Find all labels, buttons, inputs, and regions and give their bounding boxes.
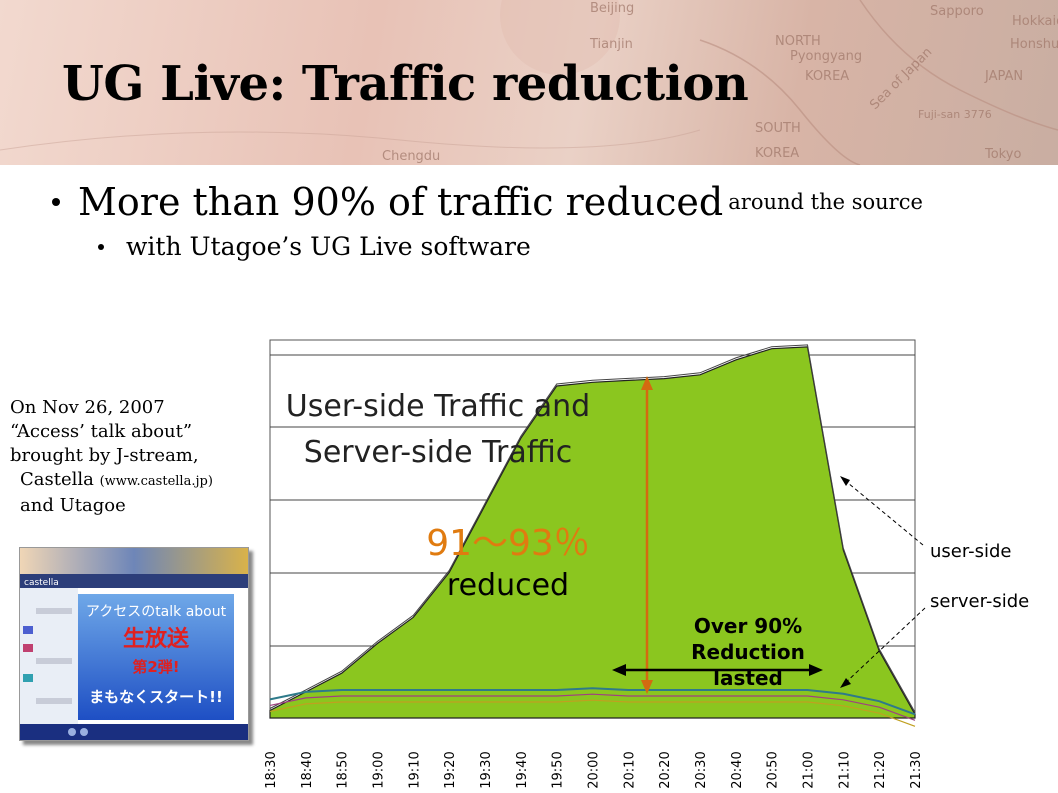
- note-castella: Castella: [20, 469, 94, 490]
- lasted-arrow-head-right: [809, 664, 823, 676]
- x-tick-label: 21:00: [802, 751, 817, 788]
- chart-title-line1: User-side Traffic and: [286, 389, 590, 424]
- thumbnail-image: castella アクセスのtalk about 生放送 第2弾! まもなくスタ…: [20, 548, 248, 740]
- map-label: Beijing: [590, 1, 634, 16]
- map-label: NORTH: [775, 34, 821, 49]
- map-label: SOUTH: [755, 121, 801, 136]
- x-tick-label: 20:30: [694, 751, 709, 788]
- map-label: Pyongyang: [790, 49, 862, 64]
- server-side-label: server-side: [930, 591, 1029, 612]
- slide-title: UG Live: Traffic reduction: [62, 56, 749, 112]
- bullet-main-text: More than 90% of traffic reduced: [78, 180, 724, 224]
- note-line: On Nov 26, 2007: [10, 397, 165, 418]
- x-tick-label: 21:30: [909, 751, 924, 788]
- user-side-label: user-side: [930, 541, 1011, 562]
- server-side-pointer: [841, 607, 926, 687]
- map-label: Sapporo: [930, 4, 984, 19]
- map-label: JAPAN: [984, 69, 1023, 84]
- x-tick-label: 20:10: [622, 751, 637, 788]
- thumb-text-1: アクセスのtalk about: [86, 604, 227, 620]
- map-label: KOREA: [755, 146, 799, 161]
- reduction-arrow-head-top: [641, 376, 653, 390]
- thumb-logo: castella: [24, 578, 59, 588]
- stream-thumbnail: castella アクセスのtalk about 生放送 第2弾! まもなくスタ…: [19, 547, 249, 741]
- note-line: “Access’ talk about”: [10, 421, 193, 442]
- server-side-line-tertiary: [269, 699, 916, 727]
- lasted-line-2: Reduction: [691, 640, 805, 664]
- thumb-text-2: 生放送: [123, 626, 189, 652]
- title-banner: Beijing Tianjin NORTH Pyongyang KOREA SO…: [0, 0, 1058, 165]
- x-tick-label: 19:30: [479, 751, 494, 788]
- thumb-text-3: 第2弾!: [132, 658, 179, 676]
- x-tick-label: 19:20: [443, 751, 458, 788]
- user-side-pointer: [841, 477, 924, 546]
- lasted-arrow-head-left: [612, 664, 626, 676]
- side-note: On Nov 26, 2007 “Access’ talk about” bro…: [10, 396, 213, 518]
- map-label: Tokyo: [984, 147, 1021, 162]
- map-label: Chengdu: [382, 149, 440, 164]
- reduction-label: reduced: [447, 568, 569, 603]
- note-line: Castella (www.castella.jp): [10, 468, 213, 494]
- x-tick-label: 20:50: [766, 751, 781, 788]
- x-tick-label: 18:50: [336, 751, 351, 788]
- note-line: and Utagoe: [20, 495, 126, 516]
- x-tick-label: 21:10: [837, 751, 852, 788]
- user-side-outline: [269, 344, 916, 713]
- server-side-line: [269, 687, 916, 716]
- bullet-sub-text: with Utagoe’s UG Live software: [126, 232, 531, 261]
- map-label: Hokkaido: [1012, 14, 1058, 29]
- x-tick-label: 19:40: [515, 751, 530, 788]
- map-label: KOREA: [805, 69, 849, 84]
- x-axis-ticks: 18:30 18:40 18:50 19:00 19:10 19:20 19:30 19:40…: [264, 751, 924, 788]
- x-tick-label: 20:20: [658, 751, 673, 788]
- x-tick-label: 20:00: [587, 751, 602, 788]
- map-label: Tianjin: [589, 37, 633, 52]
- reduction-arrow-head-bottom: [641, 680, 653, 694]
- x-tick-label: 18:30: [264, 751, 279, 788]
- x-tick-label: 19:00: [372, 751, 387, 788]
- lasted-line-1: Over 90%: [694, 614, 802, 638]
- reduction-percent: 91～93％: [426, 523, 590, 564]
- bullet-dot-icon: [98, 243, 104, 250]
- chart-title-line2: Server-side Traffic: [304, 435, 572, 470]
- note-url: (www.castella.jp): [99, 474, 213, 489]
- bullet-dot-icon: [52, 198, 60, 206]
- thumb-text-4: まもなくスタート!!: [89, 688, 223, 706]
- x-tick-label: 19:10: [407, 751, 422, 788]
- x-tick-label: 20:40: [730, 751, 745, 788]
- bullet-main-suffix: around the source: [728, 190, 923, 214]
- x-tick-label: 19:50: [551, 751, 566, 788]
- map-label: Honshu: [1010, 37, 1058, 52]
- server-side-line-secondary: [269, 693, 916, 721]
- bullet-sub: with Utagoe’s UG Live software: [98, 232, 531, 261]
- user-side-area: [269, 346, 916, 719]
- note-line: brought by J-stream,: [10, 445, 199, 466]
- server-side-pointer-head: [840, 678, 851, 688]
- x-tick-label: 18:40: [300, 751, 315, 788]
- bullet-main: More than 90% of traffic reduced around …: [52, 180, 923, 224]
- user-side-pointer-head: [840, 476, 850, 486]
- x-tick-label: 21:20: [873, 751, 888, 788]
- map-background: Beijing Tianjin NORTH Pyongyang KOREA SO…: [0, 0, 1058, 165]
- map-label: Fuji-san 3776: [918, 108, 992, 121]
